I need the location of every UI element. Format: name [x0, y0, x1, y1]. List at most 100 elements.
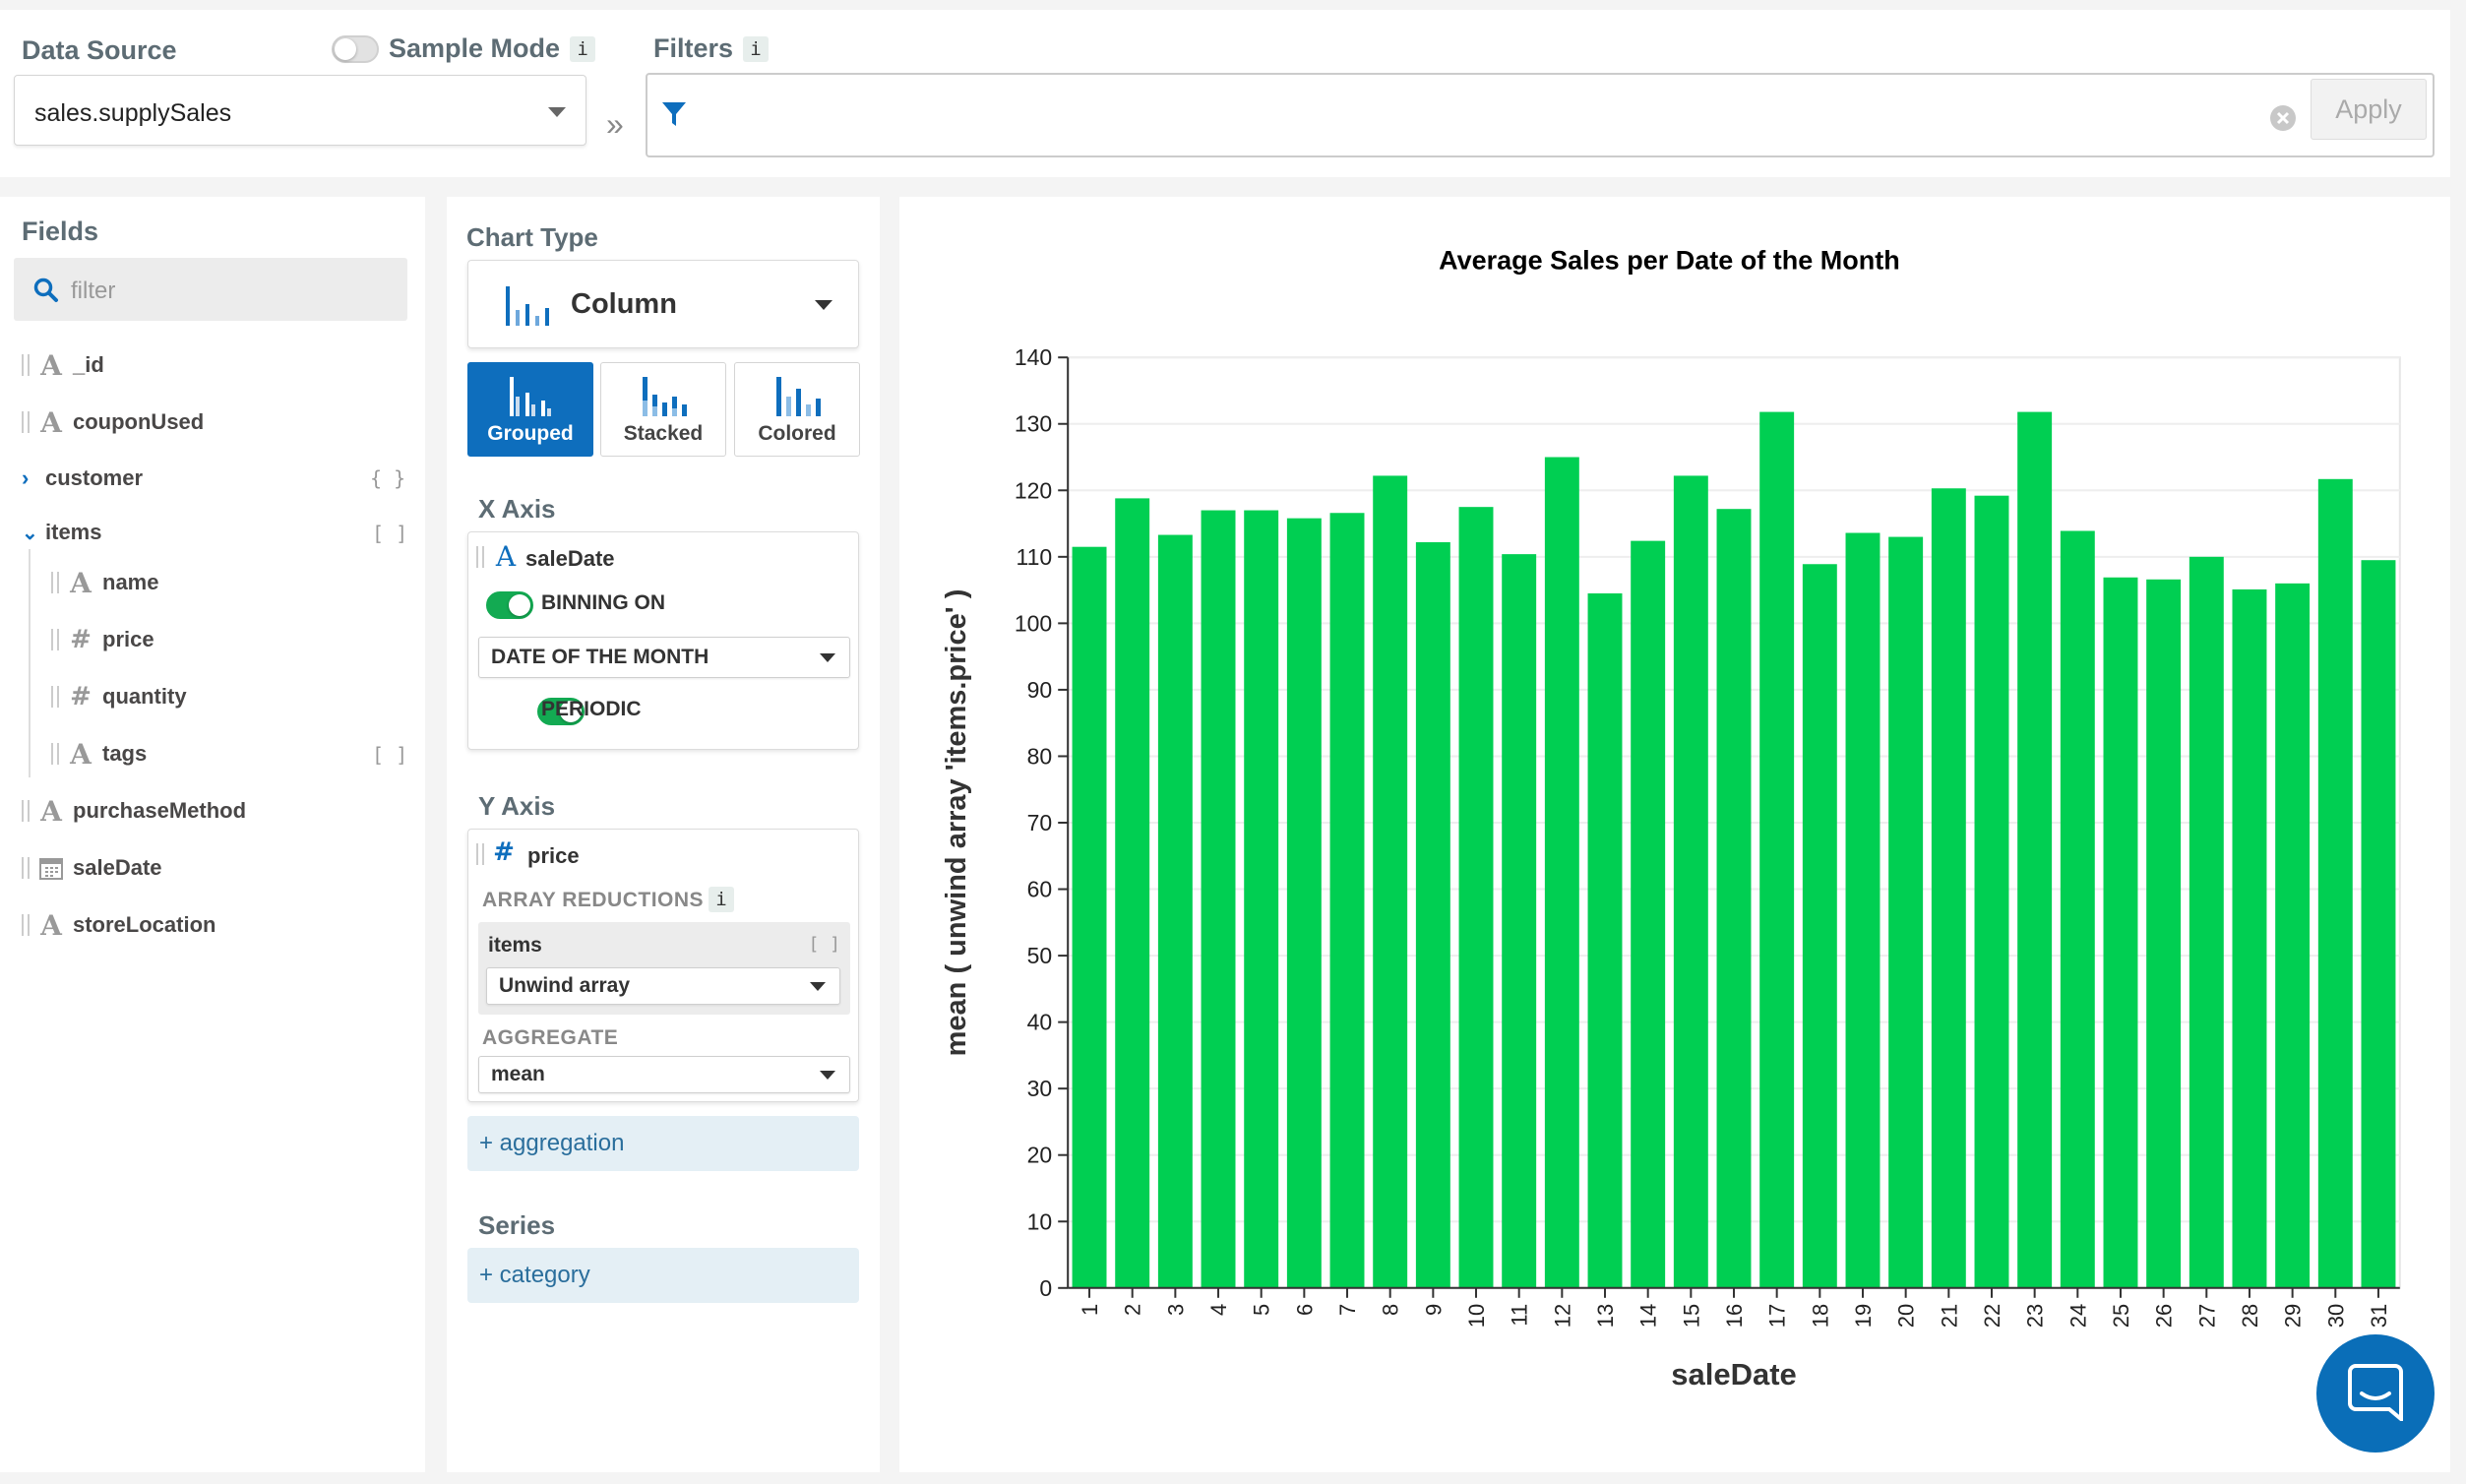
- bar[interactable]: [2275, 583, 2311, 1288]
- periodic-toggle[interactable]: [537, 698, 586, 725]
- calendar-icon: [39, 858, 63, 880]
- array-reductions-info-icon[interactable]: i: [709, 887, 734, 912]
- string-type-icon: A: [40, 348, 62, 382]
- bar[interactable]: [1673, 475, 1708, 1288]
- sample-mode-label: Sample Mode: [389, 33, 561, 63]
- x-tick-label: 7: [1335, 1304, 1360, 1316]
- bar[interactable]: [2146, 579, 2182, 1288]
- bar[interactable]: [1458, 507, 1494, 1288]
- bar[interactable]: [1845, 532, 1880, 1288]
- bar[interactable]: [1201, 510, 1236, 1288]
- aggregate-label: AGGREGATE: [482, 1026, 619, 1049]
- field-purchaseMethod[interactable]: A purchaseMethod: [22, 793, 246, 829]
- drag-handle-icon[interactable]: [476, 546, 484, 568]
- chat-launcher-button[interactable]: [2316, 1334, 2435, 1453]
- bar[interactable]: [1974, 495, 2009, 1288]
- filters-info-icon[interactable]: i: [743, 35, 770, 62]
- bar[interactable]: [1759, 411, 1795, 1288]
- field-items-price[interactable]: # price: [51, 622, 154, 657]
- drag-handle-icon[interactable]: [22, 914, 30, 936]
- bar[interactable]: [2017, 411, 2053, 1288]
- field-customer[interactable]: › customer: [22, 461, 143, 496]
- bar[interactable]: [1931, 488, 1966, 1288]
- y-field-label: price: [527, 843, 580, 868]
- fields-filter-input[interactable]: filter: [14, 258, 407, 321]
- bar[interactable]: [1802, 564, 1837, 1288]
- chevron-down-icon[interactable]: ⌄: [22, 522, 38, 544]
- chart-type-title: Chart Type: [466, 222, 598, 252]
- double-chevron-icon[interactable]: »: [606, 106, 624, 142]
- bar[interactable]: [1631, 540, 1666, 1288]
- binning-select[interactable]: DATE OF THE MONTH: [478, 637, 850, 678]
- sample-mode-info-icon[interactable]: i: [570, 35, 596, 62]
- y-tick-label: 0: [1039, 1275, 1052, 1301]
- drag-handle-icon[interactable]: [51, 686, 59, 708]
- data-source-label: Data Source: [22, 35, 177, 65]
- bar[interactable]: [2060, 530, 2095, 1288]
- field-saleDate[interactable]: saleDate: [22, 850, 162, 886]
- x-tick-label: 14: [1636, 1304, 1661, 1328]
- x-axis-label: saleDate: [1671, 1357, 1797, 1391]
- add-category-button[interactable]: + category: [467, 1248, 859, 1303]
- chevron-down-icon: [820, 1071, 835, 1080]
- bar[interactable]: [1244, 510, 1279, 1288]
- field-items-name[interactable]: A name: [51, 565, 158, 600]
- x-field-label: saleDate: [525, 546, 615, 571]
- field-couponUsed[interactable]: A couponUsed: [22, 404, 204, 440]
- chart-type-select[interactable]: Column: [467, 260, 859, 348]
- apply-button[interactable]: Apply: [2311, 79, 2427, 140]
- field-items-tags[interactable]: A tags: [51, 736, 147, 772]
- bar[interactable]: [1157, 534, 1193, 1288]
- bar[interactable]: [1415, 541, 1450, 1288]
- drag-handle-icon[interactable]: [22, 354, 30, 376]
- drag-handle-icon[interactable]: [22, 800, 30, 822]
- drag-handle-icon[interactable]: [22, 857, 30, 879]
- sample-mode-toggle[interactable]: [332, 34, 379, 63]
- filter-input[interactable]: Apply: [646, 73, 2435, 157]
- drag-handle-icon[interactable]: [476, 843, 484, 865]
- bar[interactable]: [1115, 498, 1150, 1288]
- binning-toggle[interactable]: [486, 591, 533, 619]
- bar[interactable]: [1502, 554, 1537, 1288]
- drag-handle-icon[interactable]: [51, 572, 59, 593]
- bar[interactable]: [1072, 546, 1107, 1288]
- fields-title: Fields: [22, 216, 99, 246]
- field-items[interactable]: ⌄ items: [22, 515, 101, 550]
- field-items-quantity[interactable]: # quantity: [51, 679, 187, 714]
- clear-filter-icon[interactable]: [2269, 104, 2297, 132]
- drag-handle-icon[interactable]: [22, 411, 30, 433]
- bar[interactable]: [2317, 478, 2353, 1288]
- bar[interactable]: [1716, 509, 1752, 1288]
- bar[interactable]: [2189, 556, 2224, 1288]
- field-storeLocation[interactable]: A storeLocation: [22, 907, 216, 943]
- chevron-down-icon: [810, 982, 826, 991]
- field-label: storeLocation: [73, 912, 216, 937]
- field-id[interactable]: A _id: [22, 347, 104, 383]
- chevron-right-icon[interactable]: ›: [22, 465, 30, 490]
- bar[interactable]: [1329, 513, 1365, 1288]
- grouped-label: Grouped: [487, 422, 574, 445]
- reduction-value: Unwind array: [499, 974, 631, 997]
- data-source-select[interactable]: sales.supplySales: [14, 75, 586, 146]
- object-icon: { }: [370, 466, 406, 490]
- grouped-subtype-button[interactable]: Grouped: [467, 362, 593, 457]
- stacked-subtype-button[interactable]: Stacked: [600, 362, 726, 457]
- bar[interactable]: [1888, 536, 1924, 1288]
- aggregate-select[interactable]: mean: [478, 1056, 850, 1093]
- reduction-select[interactable]: Unwind array: [486, 967, 840, 1005]
- bar[interactable]: [1373, 475, 1408, 1288]
- bar[interactable]: [1286, 518, 1322, 1288]
- x-tick-label: 6: [1292, 1304, 1317, 1316]
- colored-subtype-button[interactable]: Colored: [734, 362, 860, 457]
- bar[interactable]: [2103, 577, 2138, 1288]
- bar[interactable]: [1587, 592, 1623, 1288]
- bar[interactable]: [2232, 588, 2267, 1288]
- bar[interactable]: [1544, 457, 1579, 1288]
- string-type-icon: A: [40, 908, 62, 942]
- drag-handle-icon[interactable]: [51, 629, 59, 650]
- x-tick-label: 18: [1808, 1304, 1832, 1328]
- bar[interactable]: [2361, 560, 2396, 1288]
- add-aggregation-button[interactable]: + aggregation: [467, 1116, 859, 1171]
- drag-handle-icon[interactable]: [51, 743, 59, 765]
